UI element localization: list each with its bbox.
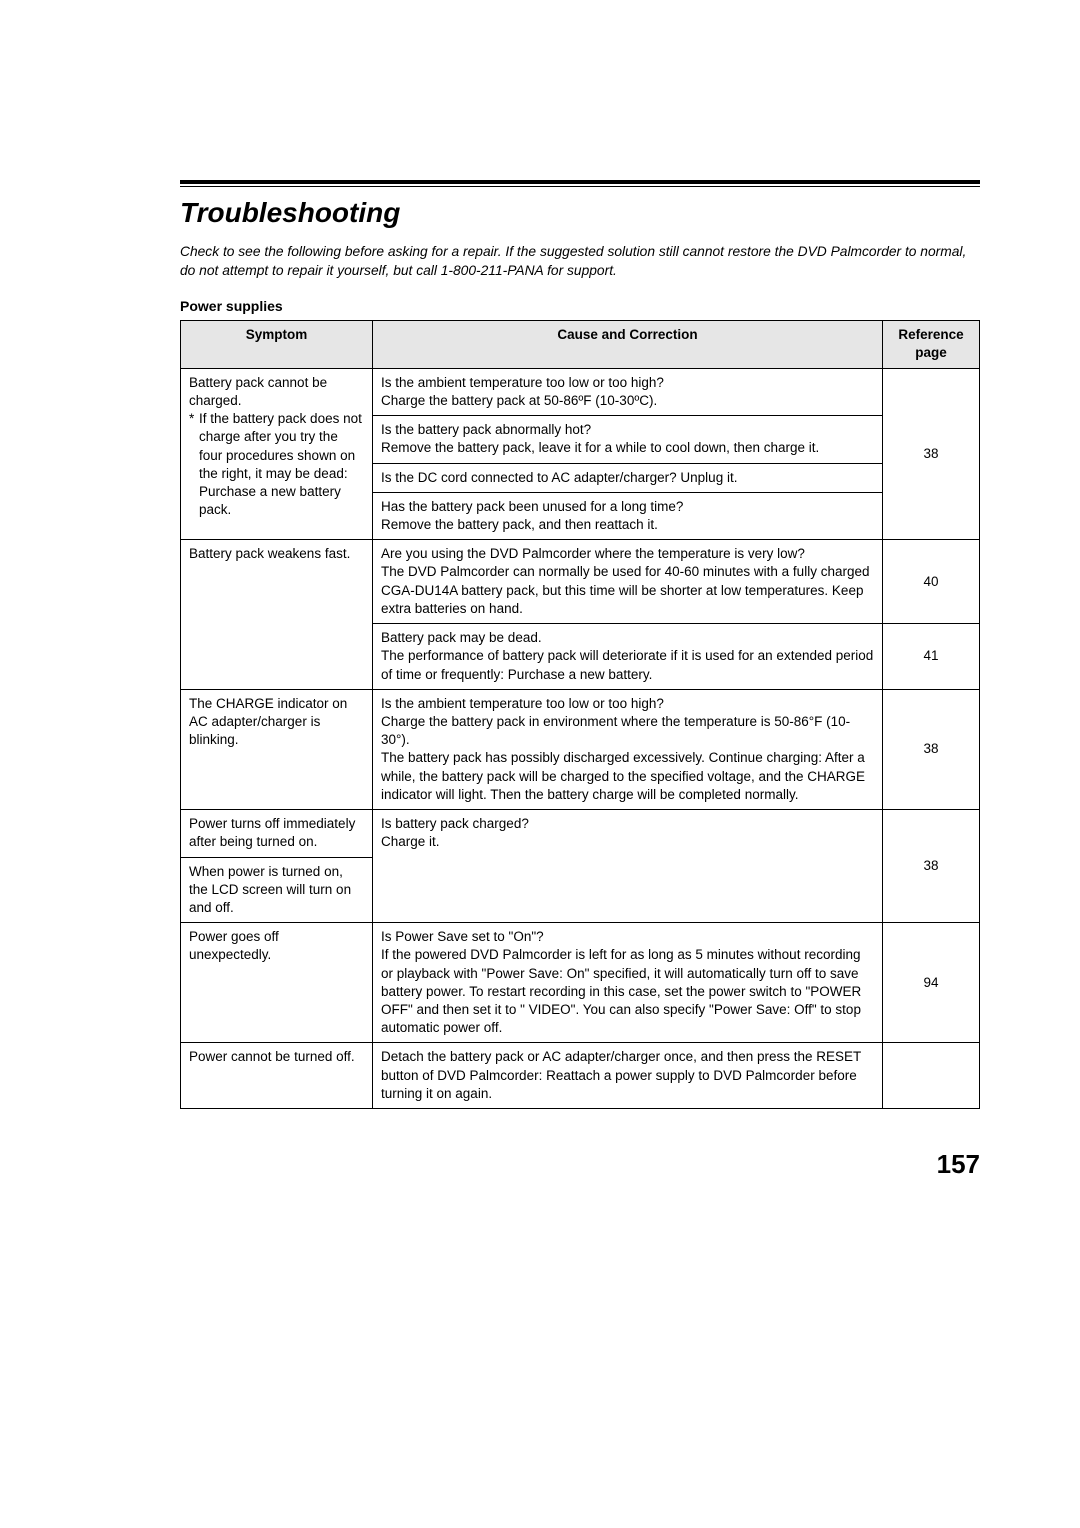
section-label: Power supplies [180, 298, 980, 314]
symptom-cell: The CHARGE indicator on AC adapter/charg… [181, 689, 373, 809]
symptom-bullet: * If the battery pack does not charge af… [189, 410, 364, 519]
reference-cell: 38 [883, 689, 980, 809]
page-title: Troubleshooting [180, 197, 980, 229]
symptom-text: Battery pack cannot be charged. [189, 374, 364, 410]
table-row: Power turns off immediately after being … [181, 810, 980, 857]
table-head: Symptom Cause and Correction Reference p… [181, 321, 980, 368]
cause-cell: Are you using the DVD Palmcorder where t… [373, 540, 883, 624]
cause-cell: Detach the battery pack or AC adapter/ch… [373, 1043, 883, 1109]
table-header-row: Symptom Cause and Correction Reference p… [181, 321, 980, 368]
symptom-cell: Power turns off immediately after being … [181, 810, 373, 857]
cause-cell: Is the battery pack abnormally hot? Remo… [373, 416, 883, 463]
troubleshooting-table: Symptom Cause and Correction Reference p… [180, 320, 980, 1109]
col-header-symptom: Symptom [181, 321, 373, 368]
cause-cell: Is the ambient temperature too low or to… [373, 368, 883, 415]
table-body: Battery pack cannot be charged. * If the… [181, 368, 980, 1108]
symptom-bullet-text: If the battery pack does not charge afte… [199, 410, 364, 519]
cause-cell: Is Power Save set to "On"? If the powere… [373, 923, 883, 1043]
reference-cell: 94 [883, 923, 980, 1043]
cause-cell: Is the DC cord connected to AC adapter/c… [373, 463, 883, 492]
reference-cell: 40 [883, 540, 980, 624]
bullet-mark: * [189, 410, 199, 428]
table-row: Power goes off unexpectedly. Is Power Sa… [181, 923, 980, 1043]
reference-cell: 38 [883, 810, 980, 923]
table-row: The CHARGE indicator on AC adapter/charg… [181, 689, 980, 809]
reference-cell: 38 [883, 368, 980, 540]
divider-thin [180, 186, 980, 187]
cause-cell: Is the ambient temperature too low or to… [373, 689, 883, 809]
symptom-cell: Power cannot be turned off. [181, 1043, 373, 1109]
symptom-cell: Power goes off unexpectedly. [181, 923, 373, 1043]
page-number: 157 [180, 1149, 980, 1180]
cause-cell: Has the battery pack been unused for a l… [373, 492, 883, 539]
intro-text: Check to see the following before asking… [180, 243, 980, 280]
symptom-cell: Battery pack cannot be charged. * If the… [181, 368, 373, 540]
symptom-cell: Battery pack weakens fast. [181, 540, 373, 690]
reference-cell: 41 [883, 624, 980, 690]
reference-cell [883, 1043, 980, 1109]
col-header-cause: Cause and Correction [373, 321, 883, 368]
table-row: Battery pack weakens fast. Are you using… [181, 540, 980, 624]
divider-thick [180, 180, 980, 184]
cause-cell: Is battery pack charged? Charge it. [373, 810, 883, 923]
page: Troubleshooting Check to see the followi… [0, 0, 1080, 1240]
table-row: Battery pack cannot be charged. * If the… [181, 368, 980, 415]
symptom-cell: When power is turned on, the LCD screen … [181, 857, 373, 923]
cause-cell: Battery pack may be dead. The performanc… [373, 624, 883, 690]
table-row: Power cannot be turned off. Detach the b… [181, 1043, 980, 1109]
col-header-reference: Reference page [883, 321, 980, 368]
